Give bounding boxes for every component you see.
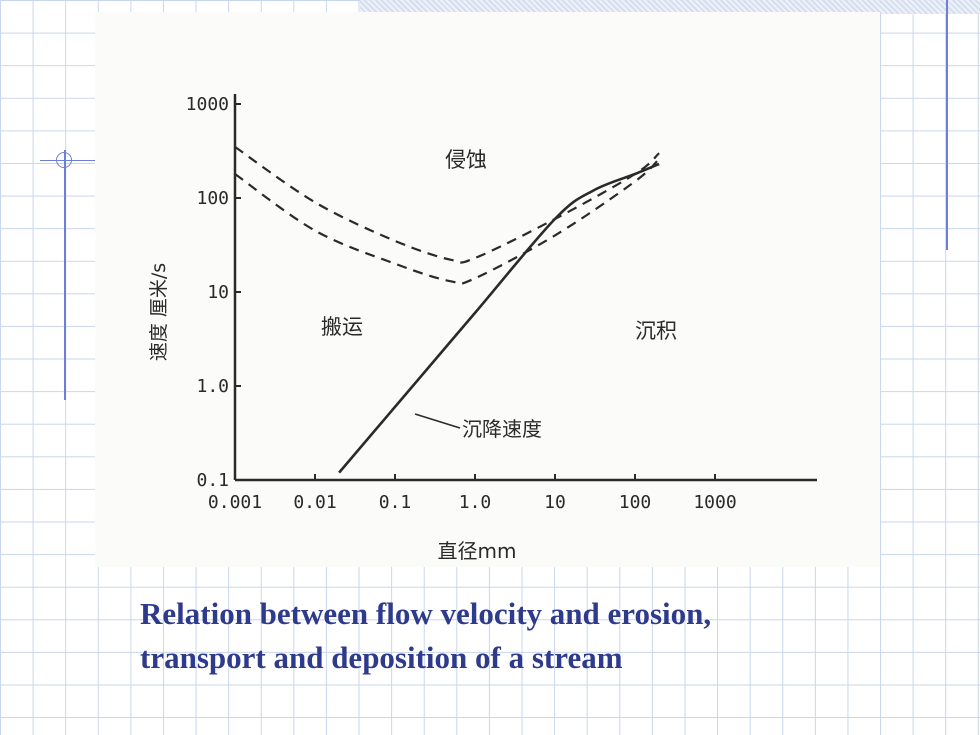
accent-rule-vertical [64,150,66,400]
x-tick-label: 100 [619,492,652,513]
slide-caption: Relation between flow velocity and erosi… [140,592,940,680]
y-tick-label: 100 [196,188,229,209]
erosion-transport-deposition-chart: 0.1 1.0 10 100 1000 0.001 0.01 0.1 1.0 10 100 1000… [148,94,817,563]
x-axis-label: 直径mm [438,539,517,563]
title-band [360,0,980,14]
region-label-deposition: 沉积 [635,319,677,343]
y-tick-label: 1.0 [196,376,229,397]
x-tick-label: 10 [544,492,566,513]
region-label-transport: 搬运 [321,315,363,339]
series-layer [234,145,660,474]
caption-line-2: transport and deposition of a stream [140,640,623,675]
y-tick-labels: 0.1 1.0 10 100 1000 [186,94,229,491]
figure-scan [95,12,880,567]
axes [233,94,817,482]
y-tick-label: 0.1 [196,470,229,491]
annotation-leader-line [414,413,461,429]
caption-line-1: Relation between flow velocity and erosi… [140,596,712,631]
x-tick-label: 0.01 [293,492,336,513]
accent-rule-horizontal [40,160,115,161]
erosion-threshold-curve [234,158,660,285]
settling-velocity-annotation: 沉降速度 [462,417,542,441]
x-tick-label: 0.1 [379,492,412,513]
y-axis-label: 速度 厘米/s [148,263,170,361]
x-tick-labels: 0.001 0.01 0.1 1.0 10 100 1000 [208,492,737,513]
erosion-threshold-curve [234,145,660,264]
region-label-erosion: 侵蚀 [445,148,487,172]
x-tick-label: 1.0 [459,492,492,513]
crosshair-circle-icon [56,152,72,168]
x-tick-label: 1000 [693,492,736,513]
y-tick-label: 10 [207,282,229,303]
x-tick-label: 0.001 [208,492,262,513]
y-tick-label: 1000 [186,94,229,115]
ticks [234,103,716,481]
accent-rule-right [946,0,948,250]
settling-velocity-curve [338,162,660,474]
